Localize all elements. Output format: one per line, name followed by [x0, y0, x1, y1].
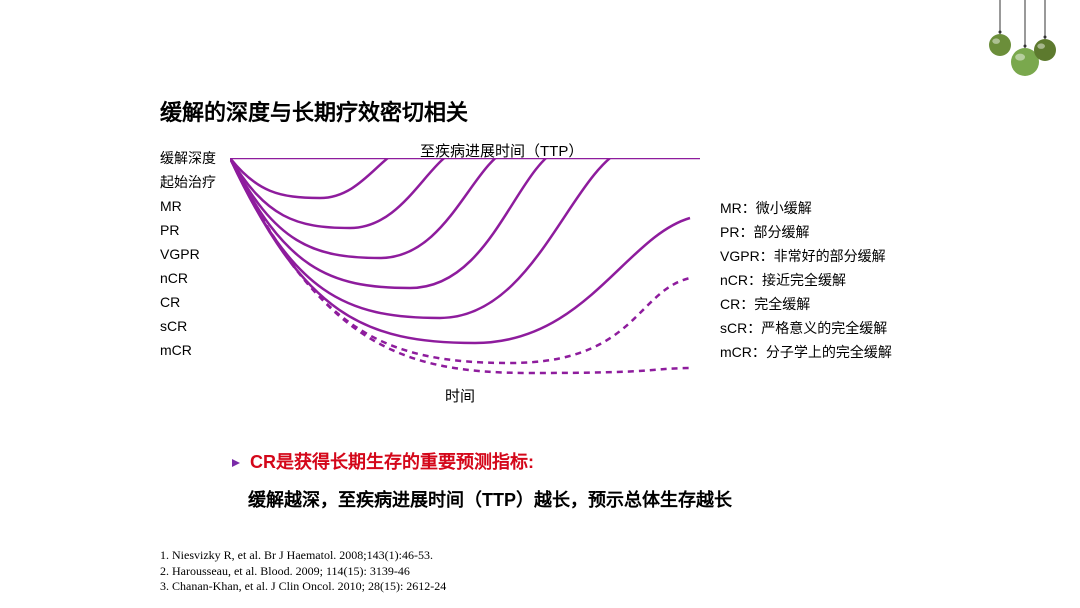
y-label: nCR: [160, 271, 188, 285]
x-axis-label: 时间: [445, 385, 475, 406]
references: 1. Niesvizky R, et al. Br J Haematol. 20…: [160, 548, 446, 595]
legend-item: mCR：分子学上的完全缓解: [720, 342, 892, 362]
depth-ttp-chart: 至疾病进展时间（TTP） 缓解深度起始治疗MRPRVGPRnCRCRsCRmCR…: [160, 140, 920, 400]
bullet-icon: [230, 453, 242, 474]
y-label: VGPR: [160, 247, 200, 261]
y-label: PR: [160, 223, 179, 237]
slide-title: 缓解的深度与长期疗效密切相关: [160, 95, 468, 127]
y-label: CR: [160, 295, 180, 309]
ref-line: 2. Harousseau, et al. Blood. 2009; 114(1…: [160, 564, 446, 580]
legend-item: VGPR：非常好的部分缓解: [720, 246, 886, 266]
callout-line1: CR是获得长期生存的重要预测指标:: [250, 452, 534, 472]
legend-item: PR：部分缓解: [720, 222, 809, 242]
y-label: MR: [160, 199, 182, 213]
legend-item: MR：微小缓解: [720, 198, 812, 218]
curves-plot: [230, 158, 700, 378]
y-label: 缓解深度: [160, 151, 216, 165]
callout-line2: 缓解越深，至疾病进展时间（TTP）越长，预示总体生存越长: [248, 486, 732, 512]
y-label: 起始治疗: [160, 175, 216, 189]
legend-item: sCR：严格意义的完全缓解: [720, 318, 887, 338]
y-label: sCR: [160, 319, 187, 333]
y-label: mCR: [160, 343, 192, 357]
ref-line: 3. Chanan-Khan, et al. J Clin Oncol. 201…: [160, 579, 446, 595]
legend-item: CR：完全缓解: [720, 294, 810, 314]
legend-item: nCR：接近完全缓解: [720, 270, 846, 290]
ref-line: 1. Niesvizky R, et al. Br J Haematol. 20…: [160, 548, 446, 564]
hanging-ornament-icon: [975, 0, 1065, 90]
key-callout: CR是获得长期生存的重要预测指标: 缓解越深，至疾病进展时间（TTP）越长，预示…: [230, 448, 732, 512]
